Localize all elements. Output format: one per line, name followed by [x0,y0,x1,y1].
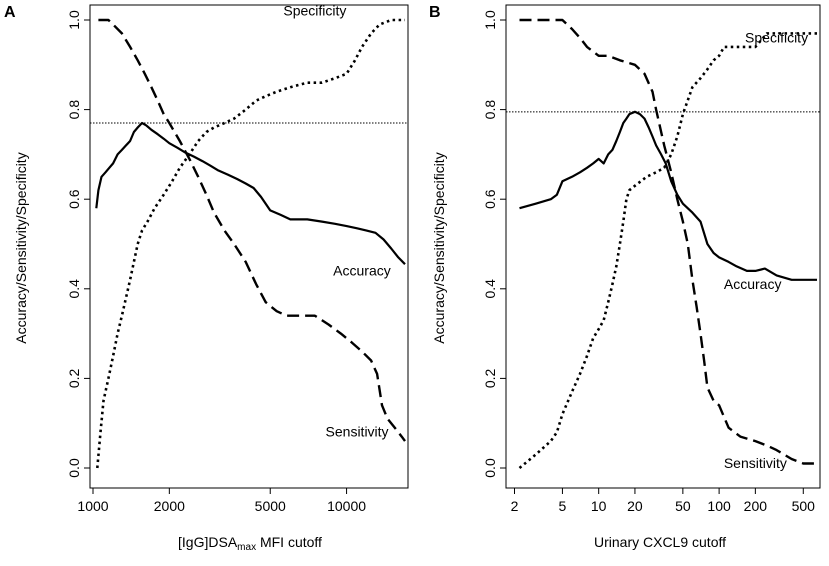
y-tick-label: 0.2 [482,368,498,388]
x-axis-label: [IgG]DSAmax MFI cutoff [178,534,322,553]
x-axis-label-subscript: max [237,542,256,553]
x-tick-label: 1000 [77,498,108,514]
x-tick-label: 100 [707,498,731,514]
accuracy-curve [95,121,406,265]
x-axis-label-main: [IgG]DSA [178,534,238,550]
accuracy-curve [519,110,817,281]
x-tick-label: 20 [627,498,643,514]
y-axis: 0.0 0.2 0.4 0.6 0.8 1.0 [482,10,506,478]
sensitivity-curve [98,18,406,442]
curves: Accuracy Sensitivity Specificity [518,18,817,471]
y-tick-label: 1.0 [482,10,498,30]
panel-a: A 0.0 0.2 0.4 0.6 0.8 1.0 1000 2000 5000 10000 A… [4,3,409,553]
y-tick-label: 0.6 [66,189,82,209]
y-tick-label: 0.4 [66,279,82,299]
x-tick-label: 500 [792,498,816,514]
y-tick-label: 0.0 [482,458,498,478]
y-tick-label: 1.0 [66,10,82,30]
sensitivity-label: Sensitivity [724,455,787,471]
x-tick-label: 10 [591,498,607,514]
y-axis-label: Accuracy/Sensitivity/Specificity [431,152,447,343]
y-tick-label: 0.2 [66,368,82,388]
x-tick-label: 5 [559,498,567,514]
specificity-label: Specificity [283,3,346,19]
plot-frame [89,4,409,489]
x-axis: 1000 2000 5000 10000 [77,488,366,514]
y-tick-label: 0.8 [482,100,498,120]
x-tick-label: 5000 [255,498,286,514]
plot-frame [505,4,821,489]
x-tick-label: 10000 [327,498,366,514]
x-axis-label: Urinary CXCL9 cutoff [594,534,726,550]
y-tick-label: 0.8 [66,100,82,120]
x-tick-label: 50 [675,498,691,514]
sensitivity-label: Sensitivity [326,424,389,440]
accuracy-label: Accuracy [333,262,391,278]
y-axis-label: Accuracy/Sensitivity/Specificity [13,152,29,343]
curves: Accuracy Sensitivity Specificity [95,3,406,469]
x-tick-label: 200 [744,498,768,514]
x-tick-label: 2 [511,498,519,514]
y-tick-label: 0.6 [482,189,498,209]
specificity-curve [96,18,405,469]
y-tick-label: 0.0 [66,458,82,478]
y-tick-label: 0.4 [482,279,498,299]
specificity-curve [518,32,817,470]
panel-label: A [4,4,16,21]
accuracy-label: Accuracy [724,276,782,292]
x-axis-label-suffix: MFI cutoff [256,534,322,550]
sensitivity-curve [519,18,817,465]
y-axis: 0.0 0.2 0.4 0.6 0.8 1.0 [66,10,90,478]
x-tick-label: 2000 [154,498,185,514]
panel-label: B [429,4,441,21]
specificity-label: Specificity [745,29,808,45]
panel-b: B 0.0 0.2 0.4 0.6 0.8 1.0 2 5 10 20 50 100 200 500 A… [429,4,821,550]
x-axis: 2 5 10 20 50 100 200 500 [511,488,816,514]
